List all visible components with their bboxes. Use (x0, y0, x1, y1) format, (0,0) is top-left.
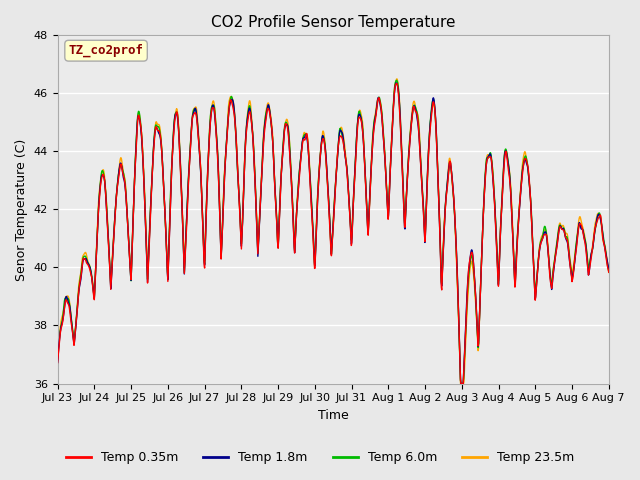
Y-axis label: Senor Temperature (C): Senor Temperature (C) (15, 138, 28, 280)
Legend: Temp 0.35m, Temp 1.8m, Temp 6.0m, Temp 23.5m: Temp 0.35m, Temp 1.8m, Temp 6.0m, Temp 2… (61, 446, 579, 469)
Title: CO2 Profile Sensor Temperature: CO2 Profile Sensor Temperature (211, 15, 456, 30)
X-axis label: Time: Time (318, 409, 349, 422)
Text: TZ_co2prof: TZ_co2prof (68, 44, 143, 57)
